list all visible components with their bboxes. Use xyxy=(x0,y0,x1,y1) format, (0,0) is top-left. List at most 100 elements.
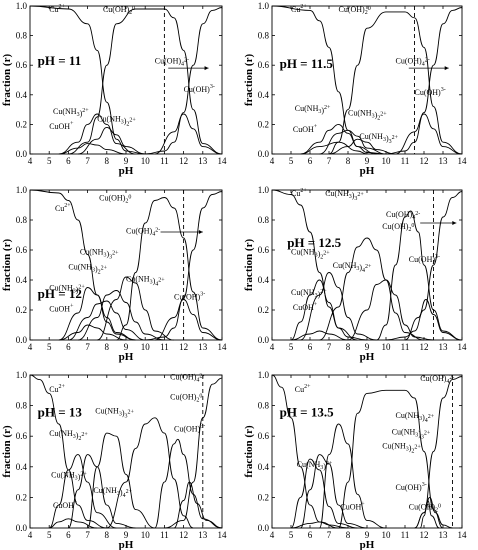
y-tick-label: 0.0 xyxy=(258,149,270,159)
x-tick-label: 5 xyxy=(289,342,294,352)
series-line xyxy=(68,8,223,155)
species-label: CuOH+ xyxy=(293,124,318,134)
species-label: Cu(OH)20 xyxy=(409,503,441,514)
x-tick-label: 12 xyxy=(420,342,429,352)
species-label: Cu(NH3)32+ xyxy=(392,428,431,441)
y-tick-label: 0.8 xyxy=(258,401,270,411)
y-tick-label: 1.0 xyxy=(258,185,270,195)
y-axis-title: fraction (r) xyxy=(1,425,13,478)
series-line xyxy=(328,138,396,155)
series-line xyxy=(290,330,349,341)
x-tick-label: 10 xyxy=(141,530,151,540)
x-tick-label: 8 xyxy=(105,530,110,540)
series-line xyxy=(68,300,146,341)
y-tick-label: 0.4 xyxy=(16,462,28,472)
y-tick-label: 0.6 xyxy=(258,245,270,255)
x-axis-title: pH xyxy=(119,351,134,363)
species-label: Cu(NH3)42+ xyxy=(396,411,435,424)
x-tick-label: 4 xyxy=(28,530,33,540)
series-line xyxy=(271,374,339,529)
species-label: Cu(NH3)2+ xyxy=(291,288,327,299)
species-label: CuOH+ xyxy=(49,304,74,314)
series-line xyxy=(271,5,387,155)
x-tick-label: 7 xyxy=(327,530,332,540)
series-line xyxy=(154,113,223,155)
x-axis-title: pH xyxy=(119,165,134,177)
x-tick-label: 5 xyxy=(47,156,52,166)
x-tick-label: 9 xyxy=(124,342,129,352)
series-line xyxy=(48,454,117,529)
species-label: Cu(OH)3- xyxy=(184,84,215,94)
x-axis-title: pH xyxy=(360,351,375,363)
panel-title: pH = 11.5 xyxy=(280,56,334,71)
series-line xyxy=(300,141,368,155)
x-tick-label: 7 xyxy=(85,342,90,352)
series-line xyxy=(319,237,425,341)
y-tick-label: 0.2 xyxy=(16,119,27,129)
species-label: Cu(OH)42- xyxy=(396,57,430,68)
label-arrowhead xyxy=(452,221,457,225)
x-tick-label: 8 xyxy=(346,342,351,352)
species-label: Cu(NH3)42+ xyxy=(126,275,165,288)
x-tick-label: 6 xyxy=(308,530,313,540)
label-arrowhead xyxy=(204,66,209,71)
y-axis-title: fraction (r) xyxy=(243,54,255,107)
species-label: Cu(NH3)22+ xyxy=(68,263,107,276)
x-tick-label: 14 xyxy=(458,530,468,540)
series-line xyxy=(77,126,146,155)
x-tick-label: 13 xyxy=(439,530,449,540)
series-line xyxy=(58,113,136,155)
y-axis-title: fraction (r) xyxy=(243,239,255,292)
species-label: Cu(NH3)2+ xyxy=(295,104,331,115)
panel-title: pH = 12.5 xyxy=(287,235,341,250)
x-tick-label: 10 xyxy=(382,530,392,540)
y-tick-label: 0.4 xyxy=(258,275,270,285)
x-tick-label: 11 xyxy=(401,530,410,540)
species-label: Cu(OH)20 xyxy=(103,5,135,16)
x-tick-label: 9 xyxy=(365,530,370,540)
y-axis-title: fraction (r) xyxy=(1,239,13,292)
series-line xyxy=(97,276,175,341)
series-line xyxy=(77,290,165,341)
species-label: Cu(NH3)32+ xyxy=(80,248,119,261)
series-line xyxy=(319,423,387,529)
species-label: Cu2+ xyxy=(295,384,311,394)
y-tick-label: 0.6 xyxy=(16,245,28,255)
species-label: Cu(OH)20 xyxy=(170,392,202,403)
series-line xyxy=(414,496,453,529)
y-tick-label: 1.0 xyxy=(258,370,270,380)
y-tick-label: 0.8 xyxy=(16,401,28,411)
series-line xyxy=(395,113,463,155)
x-tick-label: 6 xyxy=(66,530,71,540)
y-tick-label: 0.0 xyxy=(16,523,28,533)
species-label: Cu(OH)42- xyxy=(155,57,189,68)
series-line xyxy=(116,197,223,341)
species-label: Cu(OH)3- xyxy=(396,482,427,492)
species-label: Cu(NH3)32+ xyxy=(325,189,364,202)
y-tick-label: 0.2 xyxy=(258,119,269,129)
x-tick-label: 7 xyxy=(85,530,90,540)
x-tick-label: 9 xyxy=(124,530,129,540)
species-label: CuOH+ xyxy=(293,302,318,312)
species-label: Cu(OH)42- xyxy=(386,210,420,221)
species-label: Cu2+ xyxy=(291,4,307,14)
y-tick-label: 0.0 xyxy=(16,335,28,345)
panel: 4 5 6 7 8 9 10 11 12 13 14 0.0 0.2 0.4 0.6 0.8 1.0 pH frac… xyxy=(1,370,227,550)
x-tick-label: 14 xyxy=(218,530,228,540)
series-line xyxy=(328,11,463,155)
x-tick-label: 4 xyxy=(28,342,33,352)
series-line xyxy=(87,432,155,529)
species-label: Cu(OH)20 xyxy=(99,194,131,205)
x-tick-label: 13 xyxy=(198,342,208,352)
x-tick-label: 11 xyxy=(401,156,410,166)
y-tick-label: 0.2 xyxy=(16,305,27,315)
x-tick-label: 4 xyxy=(28,156,33,166)
x-tick-label: 11 xyxy=(160,530,169,540)
species-label: Cu(OH)42- xyxy=(420,374,454,385)
series-line xyxy=(58,143,127,155)
species-label: Cu(OH)20 xyxy=(382,222,414,233)
species-label: Cu(NH3)2+ xyxy=(51,471,87,482)
panel-title: pH = 13 xyxy=(38,404,83,419)
species-label: Cu2+ xyxy=(49,4,65,14)
